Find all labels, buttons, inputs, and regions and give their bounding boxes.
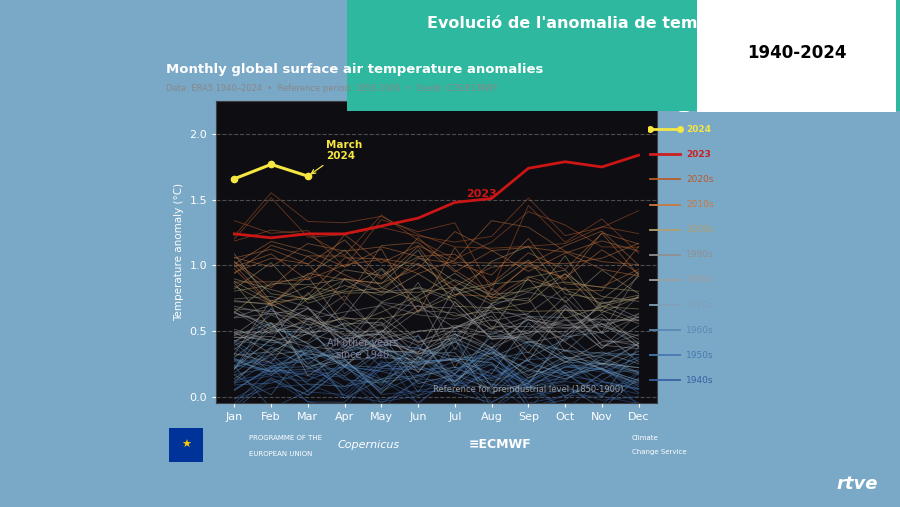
Text: Change Service: Change Service [632,449,687,455]
Bar [169,428,203,462]
Text: Data: ERA5 1940–2024  •  Reference period: 1850-1900  •  Credit: C3S/ECMWF: Data: ERA5 1940–2024 • Reference period:… [166,84,498,93]
Text: Climate: Climate [632,434,659,441]
Text: Copernicus: Copernicus [338,440,400,450]
Text: ≡ECMWF: ≡ECMWF [469,439,532,451]
Text: March
2024: March 2024 [311,139,363,174]
Text: PROGRAMME OF THE: PROGRAMME OF THE [249,434,322,441]
Text: 1940-2024: 1940-2024 [747,44,846,62]
Text: Evolució de l'anomalia de temperatura de l'aire (°C): Evolució de l'anomalia de temperatura de… [428,15,896,31]
Text: Monthly global surface air temperature anomalies: Monthly global surface air temperature a… [166,63,544,77]
Text: All other years
since 1940: All other years since 1940 [328,339,399,360]
Text: 1970s: 1970s [686,301,714,309]
Text: 1980s: 1980s [686,275,714,284]
Text: Reference for preindustrial level (1850-1900): Reference for preindustrial level (1850-… [433,385,624,394]
Text: 2023: 2023 [686,150,711,159]
Text: 1950s: 1950s [686,351,714,360]
Text: rtve: rtve [836,475,878,493]
Text: EUROPEAN UNION: EUROPEAN UNION [249,451,312,457]
Text: ★: ★ [181,440,191,450]
Text: 2000s: 2000s [686,225,714,234]
Text: 1990s: 1990s [686,250,714,259]
Text: 2010s: 2010s [686,200,714,209]
Text: 2024: 2024 [686,125,711,134]
Text: 1940s: 1940s [686,376,714,385]
Y-axis label: Temperature anomaly (°C): Temperature anomaly (°C) [174,183,184,321]
Text: 1960s: 1960s [686,325,714,335]
Text: °: ° [680,90,688,104]
Text: 2020s: 2020s [686,175,714,184]
Text: 2023: 2023 [466,189,497,199]
